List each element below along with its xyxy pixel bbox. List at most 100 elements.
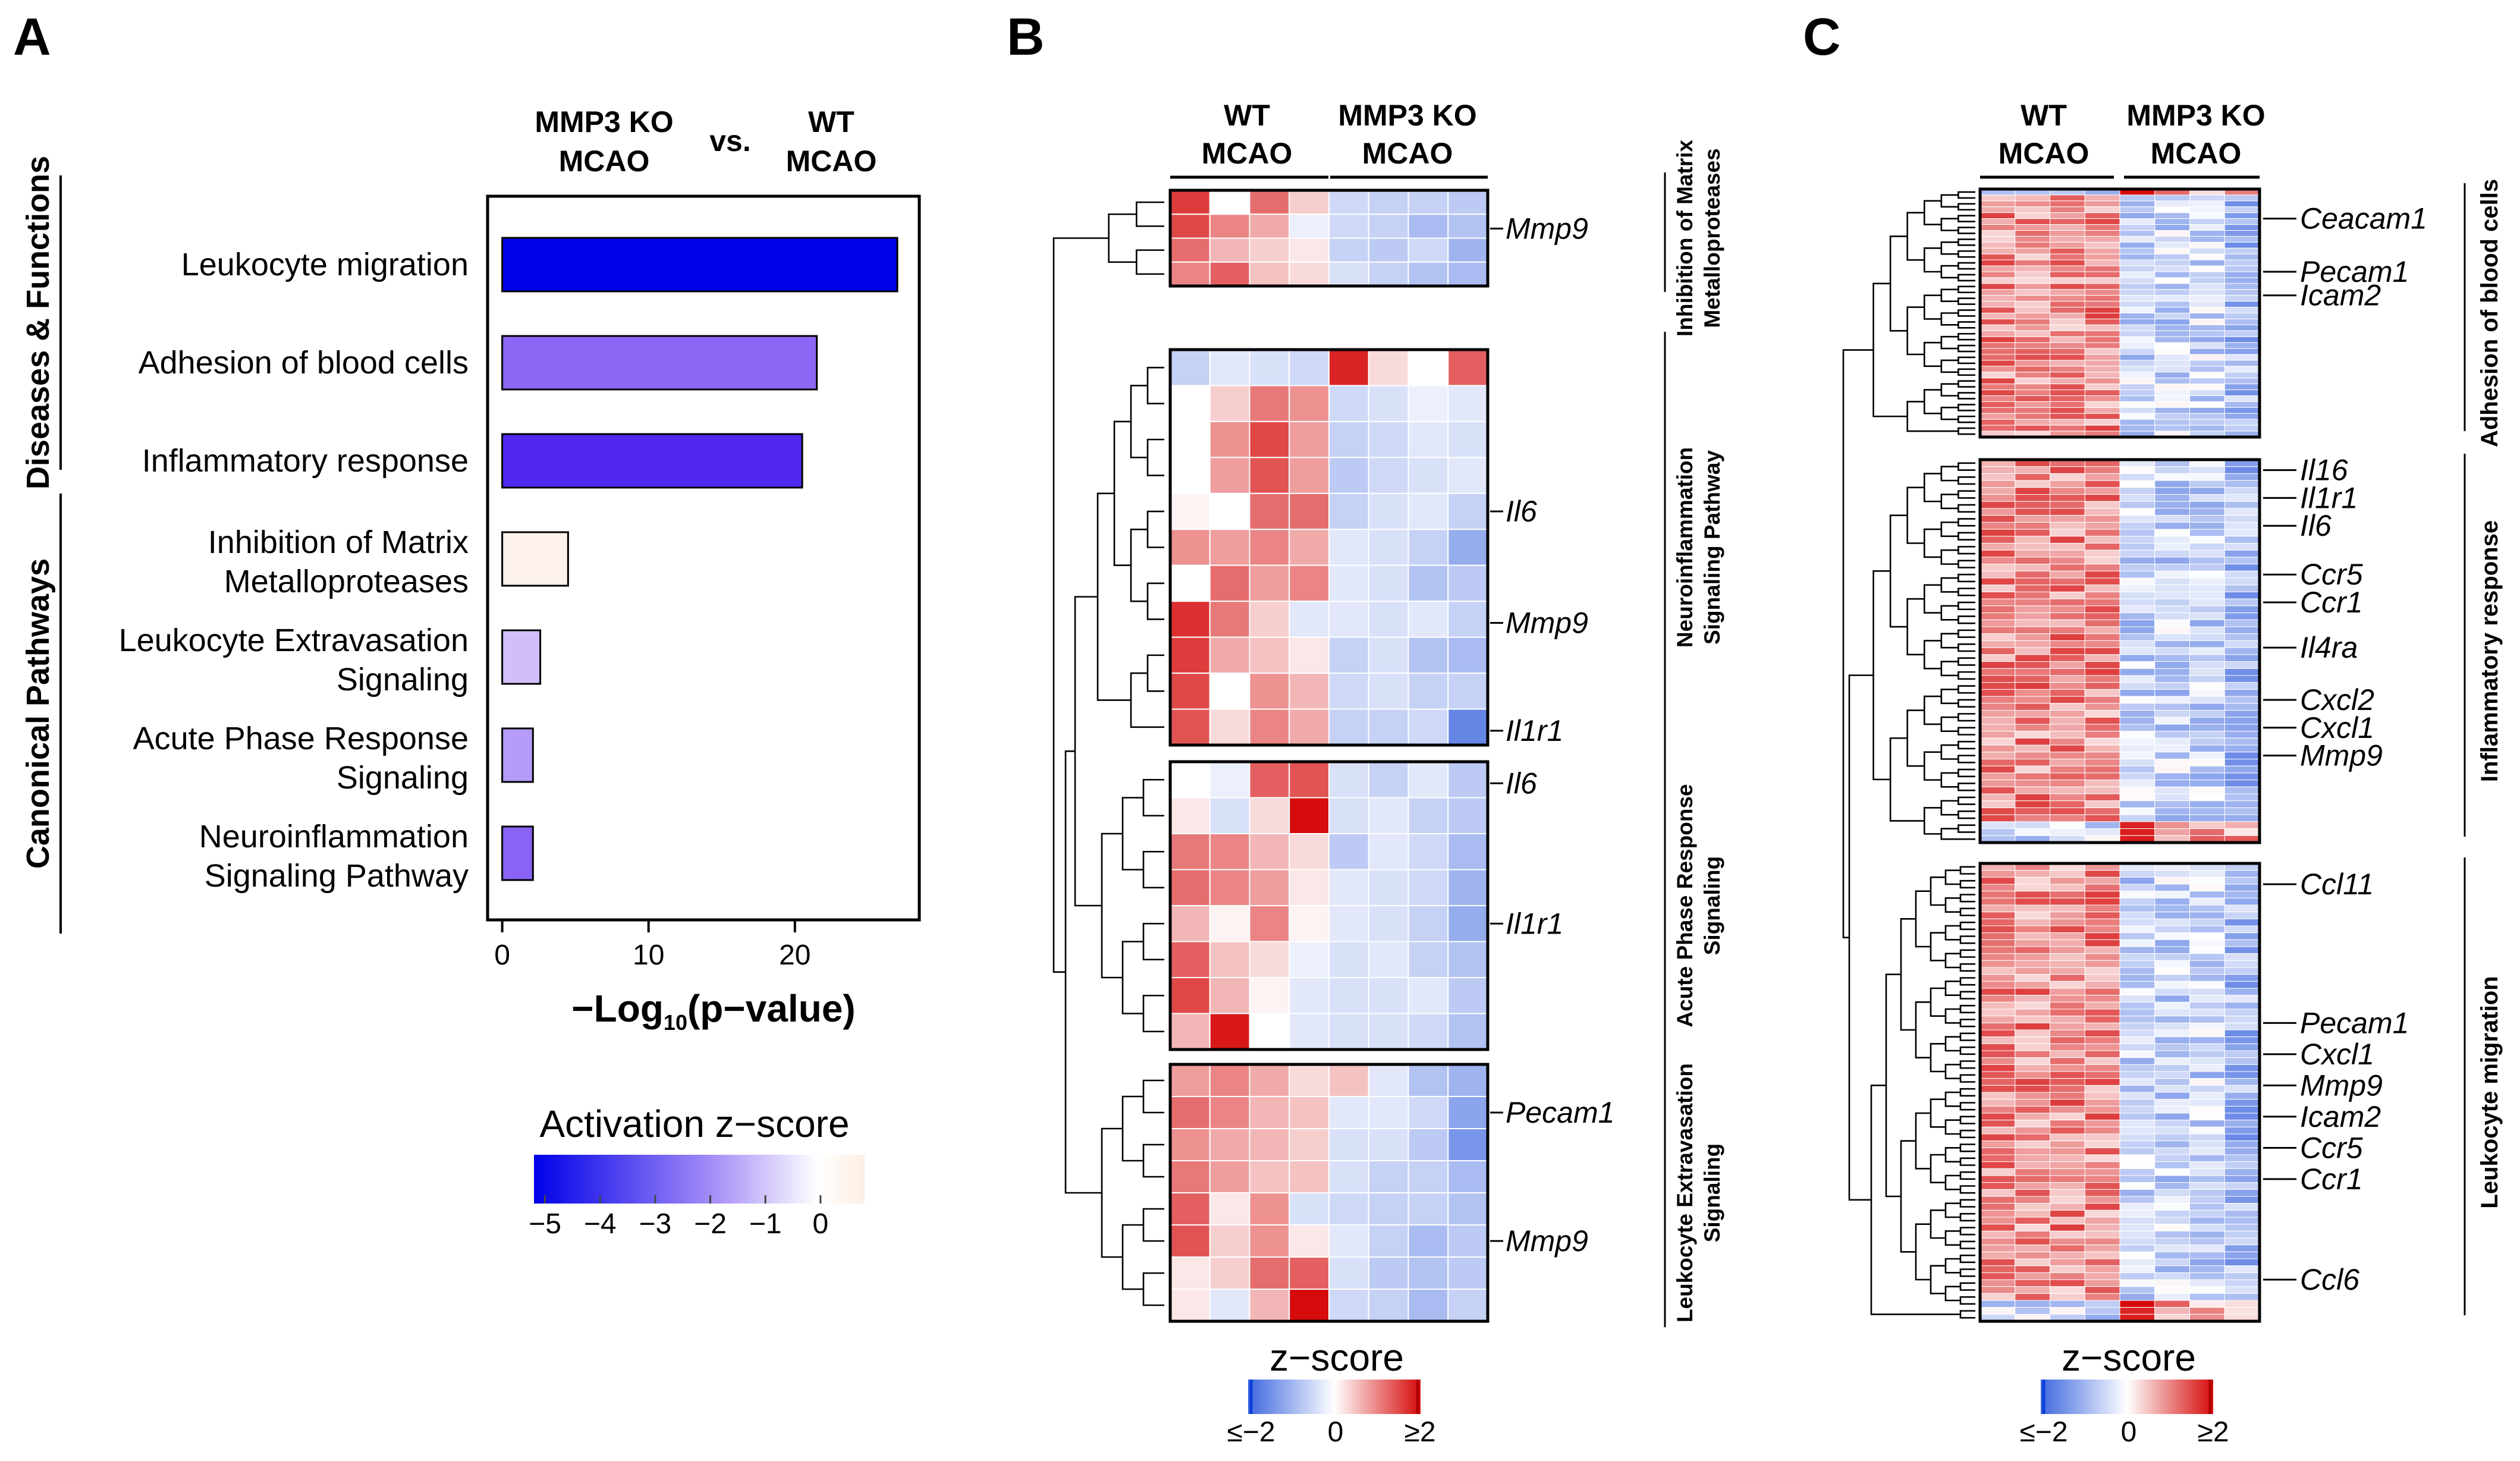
c-cell-1-9-7 <box>2189 235 2225 243</box>
b-cell-2-6-1 <box>1170 529 1211 566</box>
c-dendro-1-branch-40 <box>1889 235 1908 332</box>
c-dendro-2-branch-8 <box>1957 560 1975 568</box>
c-cell-2-39-6 <box>2154 724 2190 732</box>
c-cell-3-36-6 <box>2154 1105 2190 1114</box>
c-cell-2-20-8 <box>2224 591 2260 599</box>
c-cell-2-45-5 <box>2119 765 2155 774</box>
c-cell-2-12-3 <box>2050 536 2085 544</box>
b-cell-1-2-1 <box>1170 213 1211 239</box>
c-cell-1-28-2 <box>2015 348 2050 355</box>
c-dendro-3-branch-22 <box>1959 1157 1975 1166</box>
c-cell-2-21-7 <box>2189 598 2225 607</box>
c-dendro-3-branch-57 <box>1930 1265 1946 1295</box>
c-cell-2-21-1 <box>1979 598 2016 607</box>
c-cell-2-42-7 <box>2189 744 2225 753</box>
c-cell-2-48-5 <box>2119 786 2155 794</box>
c-cell-3-15-7 <box>2189 960 2225 968</box>
c-cell-1-41-1 <box>1979 425 2016 432</box>
c-cell-2-22-6 <box>2154 605 2190 614</box>
b-cell-2-3-7 <box>1407 420 1449 458</box>
c-cell-3-31-8 <box>2224 1071 2260 1079</box>
b-cell-3-8-6 <box>1368 1013 1409 1050</box>
c-cell-2-29-4 <box>2084 654 2120 662</box>
b-cell-3-4-8 <box>1447 869 1488 906</box>
header-left-line2: MCAO <box>559 144 650 178</box>
c-cell-3-21-4 <box>2084 1001 2120 1010</box>
c-cell-3-48-6 <box>2154 1189 2190 1197</box>
c-cell-1-20-8 <box>2224 301 2260 308</box>
c-dendro-3-branch-50 <box>1930 876 1946 906</box>
c-dendro-3-branch-14 <box>1959 1046 1975 1055</box>
c-cell-2-21-4 <box>2084 598 2120 607</box>
c-cell-3-50-8 <box>2224 1203 2260 1211</box>
c-cell-2-2-2 <box>2015 466 2050 474</box>
c-cell-2-23-4 <box>2084 612 2120 620</box>
c-cell-3-41-8 <box>2224 1140 2260 1148</box>
b-cell-4-8-3 <box>1249 1289 1290 1322</box>
c-cell-3-26-4 <box>2084 1036 2120 1044</box>
c-cell-3-2-8 <box>2224 870 2260 878</box>
c-dendro-3-branch-11 <box>1959 1004 1975 1014</box>
c-cell-2-7-5 <box>2119 501 2155 509</box>
c-cell-2-10-8 <box>2224 521 2260 530</box>
c-cell-3-33-8 <box>2224 1085 2260 1093</box>
c-cell-1-14-7 <box>2189 265 2225 272</box>
c-cell-1-9-1 <box>1979 235 2016 243</box>
c-cell-3-6-1 <box>1979 897 2016 906</box>
c-cell-1-9-4 <box>2084 235 2120 243</box>
c-dendro-2-branch-43 <box>1923 528 1941 558</box>
c-block-frame-1 <box>1978 187 2261 439</box>
c-cell-3-28-4 <box>2084 1050 2120 1058</box>
c-cell-3-56-7 <box>2189 1245 2225 1252</box>
b-cell-4-4-4 <box>1289 1160 1330 1193</box>
b-cell-4-4-7 <box>1407 1160 1449 1193</box>
header-left-line1: MMP3 KO <box>535 105 673 139</box>
c-cell-3-18-8 <box>2224 981 2260 989</box>
c-cell-1-33-8 <box>2224 378 2260 385</box>
c-cell-2-41-4 <box>2084 737 2120 746</box>
b-cell-1-1-3 <box>1249 190 1290 215</box>
c-cell-3-2-1 <box>1979 870 2016 878</box>
b-cell-4-2-1 <box>1170 1096 1211 1129</box>
c-cell-3-6-4 <box>2084 897 2120 906</box>
c-cell-1-10-3 <box>2050 241 2085 249</box>
c-dendro-1-branch-24 <box>1940 241 1959 255</box>
c-cell-2-38-2 <box>2015 717 2050 725</box>
c-cell-3-56-4 <box>2084 1245 2120 1252</box>
c-cell-3-10-7 <box>2189 925 2225 934</box>
c-cell-1-8-6 <box>2154 230 2190 237</box>
c-cell-1-7-7 <box>2189 224 2225 231</box>
c-dendro-2-branch-36 <box>1940 689 1959 705</box>
b-cell-2-11-4 <box>1289 708 1330 746</box>
c-cell-3-63-1 <box>1979 1293 2016 1301</box>
c-cell-2-24-2 <box>2015 619 2050 627</box>
c-cell-3-11-5 <box>2119 932 2155 940</box>
c-cell-2-22-1 <box>1979 605 2016 614</box>
c-cell-3-33-5 <box>2119 1085 2155 1093</box>
c-dendro-2-branch-34 <box>1940 633 1959 649</box>
bar-3 <box>501 433 803 489</box>
c-cell-2-53-2 <box>2015 821 2050 830</box>
b-cell-2-9-5 <box>1328 636 1369 674</box>
c-cell-2-26-6 <box>2154 633 2190 641</box>
c-dendro-3-branch-36 <box>1944 925 1960 941</box>
c-cell-2-21-2 <box>2015 598 2050 607</box>
c-cell-2-4-1 <box>1979 480 2016 488</box>
b-heatmap: Mmp9 Inhibition of Matrix Metalloproteases… <box>1052 140 1724 1327</box>
c-cell-1-28-1 <box>1979 348 2016 355</box>
c-cell-2-2-1 <box>1979 466 2016 474</box>
c-cell-3-47-3 <box>2050 1182 2085 1190</box>
b-cell-2-6-5 <box>1328 529 1369 566</box>
c-cell-1-15-1 <box>1979 271 2016 278</box>
c-cell-3-44-6 <box>2154 1161 2190 1169</box>
c-cell-1-28-4 <box>2084 348 2120 355</box>
c-cell-2-51-4 <box>2084 807 2120 815</box>
c-cell-1-36-7 <box>2189 395 2225 402</box>
c-cell-2-22-2 <box>2015 605 2050 614</box>
c-dendro-3-branch-18 <box>1959 1102 1975 1111</box>
b-cell-2-4-2 <box>1209 457 1250 494</box>
b-dendro-4-branch-1 <box>1142 1079 1164 1114</box>
c-cell-1-24-3 <box>2050 324 2085 331</box>
c-cell-2-46-2 <box>2015 772 2050 781</box>
c-cell-1-23-7 <box>2189 318 2225 325</box>
